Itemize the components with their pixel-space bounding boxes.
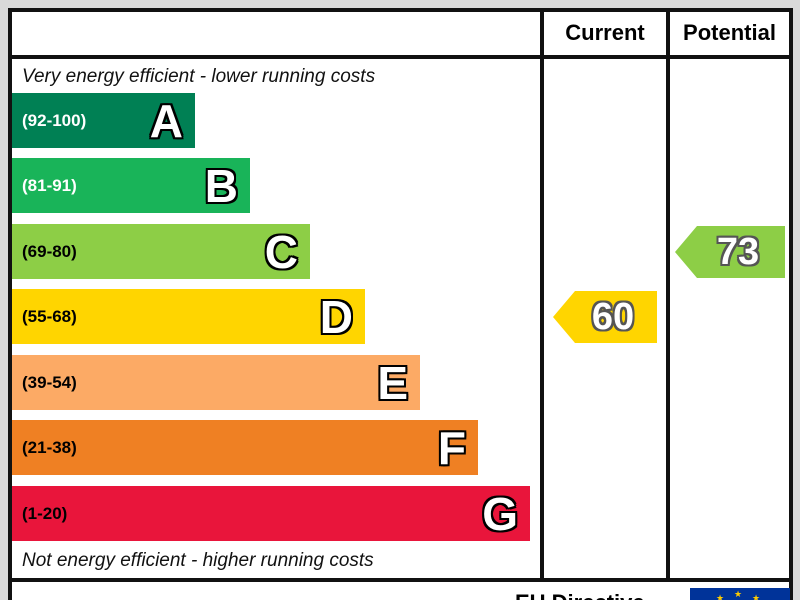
band-d-bar: (55-68) D [12, 289, 365, 344]
band-b-range: (81-91) [22, 175, 77, 195]
band-c-bar: (69-80) C [12, 224, 310, 279]
eu-directive-label: EU Directive [515, 590, 645, 600]
current-arrow: 60 [553, 291, 657, 343]
band-a-bar: (92-100) A [12, 93, 195, 148]
band-a-letter: A [149, 94, 183, 147]
column-divider-potential [666, 12, 670, 582]
band-b-bar: (81-91) B [12, 158, 250, 213]
potential-arrow: 73 [675, 226, 785, 278]
band-a-range: (92-100) [22, 110, 87, 130]
band-c-letter: C [264, 225, 298, 278]
potential-value: 73 [716, 231, 760, 273]
band-f-range: (21-38) [22, 437, 77, 457]
band-e-letter: E [377, 356, 408, 409]
eu-flag-star: ★ [752, 593, 761, 600]
band-g-bar: (1-20) G [12, 486, 530, 541]
footer-divider [12, 578, 789, 582]
current-column-header: Current [565, 20, 645, 45]
band-d-letter: D [319, 290, 353, 343]
bottom-caption: Not energy efficient - higher running co… [22, 550, 374, 571]
band-g-range: (1-20) [22, 503, 68, 523]
band-e-bar: (39-54) E [12, 355, 420, 410]
chart-frame: Current Potential Very energy efficient … [8, 8, 793, 600]
eu-flag-star: ★ [734, 589, 743, 599]
band-g-letter: G [482, 487, 518, 540]
column-divider-current [540, 12, 544, 582]
band-f-bar: (21-38) F [12, 420, 478, 475]
band-d-range: (55-68) [22, 306, 77, 326]
band-c-range: (69-80) [22, 241, 77, 261]
band-f-letter: F [437, 421, 466, 474]
footer-row: EU Directive ★ ★ ★ ★ ★ [12, 582, 790, 600]
potential-column-header: Potential [683, 20, 776, 45]
eu-flag-icon: ★ ★ ★ ★ ★ [690, 588, 790, 600]
top-caption: Very energy efficient - lower running co… [22, 66, 376, 87]
eu-flag-star: ★ [716, 593, 725, 600]
header-row: Current Potential [12, 12, 789, 59]
band-b-letter: B [204, 159, 238, 212]
current-value: 60 [591, 296, 635, 338]
band-e-range: (39-54) [22, 372, 77, 392]
